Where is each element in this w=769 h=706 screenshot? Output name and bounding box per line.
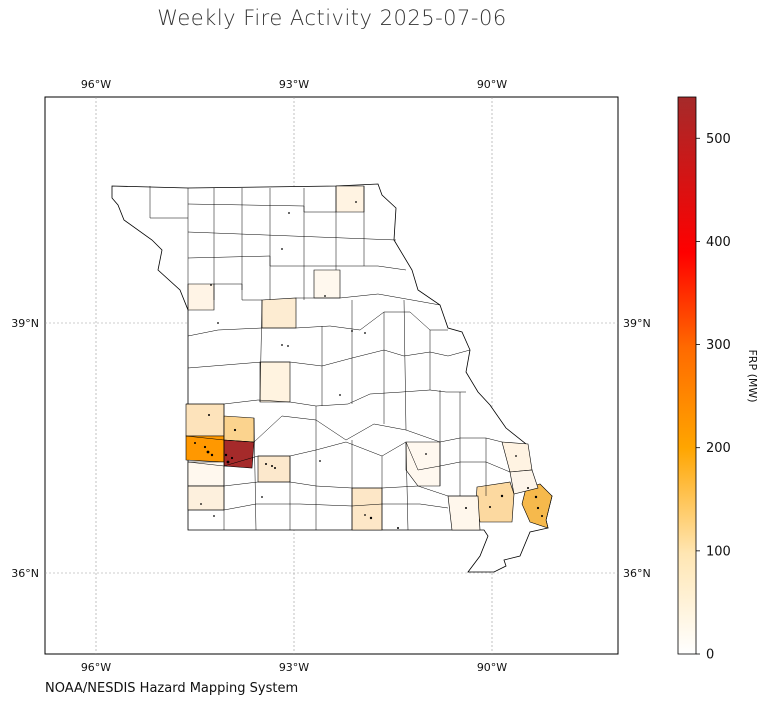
county-fill xyxy=(261,297,297,329)
county-fill xyxy=(187,283,215,311)
colorbar-label: FRP (MW) xyxy=(746,349,759,402)
colorbar-ticks: 0 100 200 300 400 500 xyxy=(696,132,731,663)
colorbar-tick-label: 200 xyxy=(706,441,731,456)
colorbar-tick-label: 100 xyxy=(706,544,731,559)
lat-tick-label: 39°N xyxy=(11,317,39,330)
colorbar-tick-label: 300 xyxy=(706,338,731,353)
county-fill xyxy=(187,485,225,511)
county-fill xyxy=(257,455,291,483)
county-fill xyxy=(313,269,341,299)
lon-tick-label: 96°W xyxy=(81,78,111,91)
lat-tick-label: 36°N xyxy=(623,567,651,580)
colorbar-tick-label: 0 xyxy=(706,648,714,663)
source-credit: NOAA/NESDIS Hazard Mapping System xyxy=(45,681,299,696)
county-fill xyxy=(259,361,291,403)
lat-ticks-left: 39°N 36°N xyxy=(11,317,39,580)
lon-ticks-top: 96°W 93°W 90°W xyxy=(81,78,507,91)
county-fill xyxy=(351,487,383,531)
county-fill xyxy=(185,403,225,437)
lon-tick-label: 90°W xyxy=(477,78,507,91)
highlighted-counties xyxy=(185,185,553,531)
county-fill xyxy=(335,185,365,213)
lat-ticks-right: 39°N 36°N xyxy=(623,317,651,580)
county-fill xyxy=(509,469,539,495)
lat-tick-label: 39°N xyxy=(623,317,651,330)
colorbar-tick-label: 500 xyxy=(706,132,731,147)
county-fill xyxy=(521,483,553,529)
lon-tick-label: 93°W xyxy=(279,661,309,674)
county-fill xyxy=(405,441,441,487)
county-fill xyxy=(447,495,481,531)
county-fill xyxy=(475,481,515,523)
fire-detections xyxy=(194,201,543,529)
colorbar xyxy=(677,96,697,655)
chart-title: Weekly Fire Activity 2025-07-06 xyxy=(157,6,507,30)
lon-tick-label: 93°W xyxy=(279,78,309,91)
county-boundaries xyxy=(149,186,511,531)
county-fill xyxy=(185,435,225,463)
lon-ticks-bottom: 96°W 93°W 90°W xyxy=(81,661,507,674)
lon-tick-label: 96°W xyxy=(81,661,111,674)
lon-tick-label: 90°W xyxy=(477,661,507,674)
colorbar-tick-label: 400 xyxy=(706,235,731,250)
county-fill xyxy=(223,439,255,469)
county-fill xyxy=(223,415,255,443)
lat-tick-label: 36°N xyxy=(11,567,39,580)
